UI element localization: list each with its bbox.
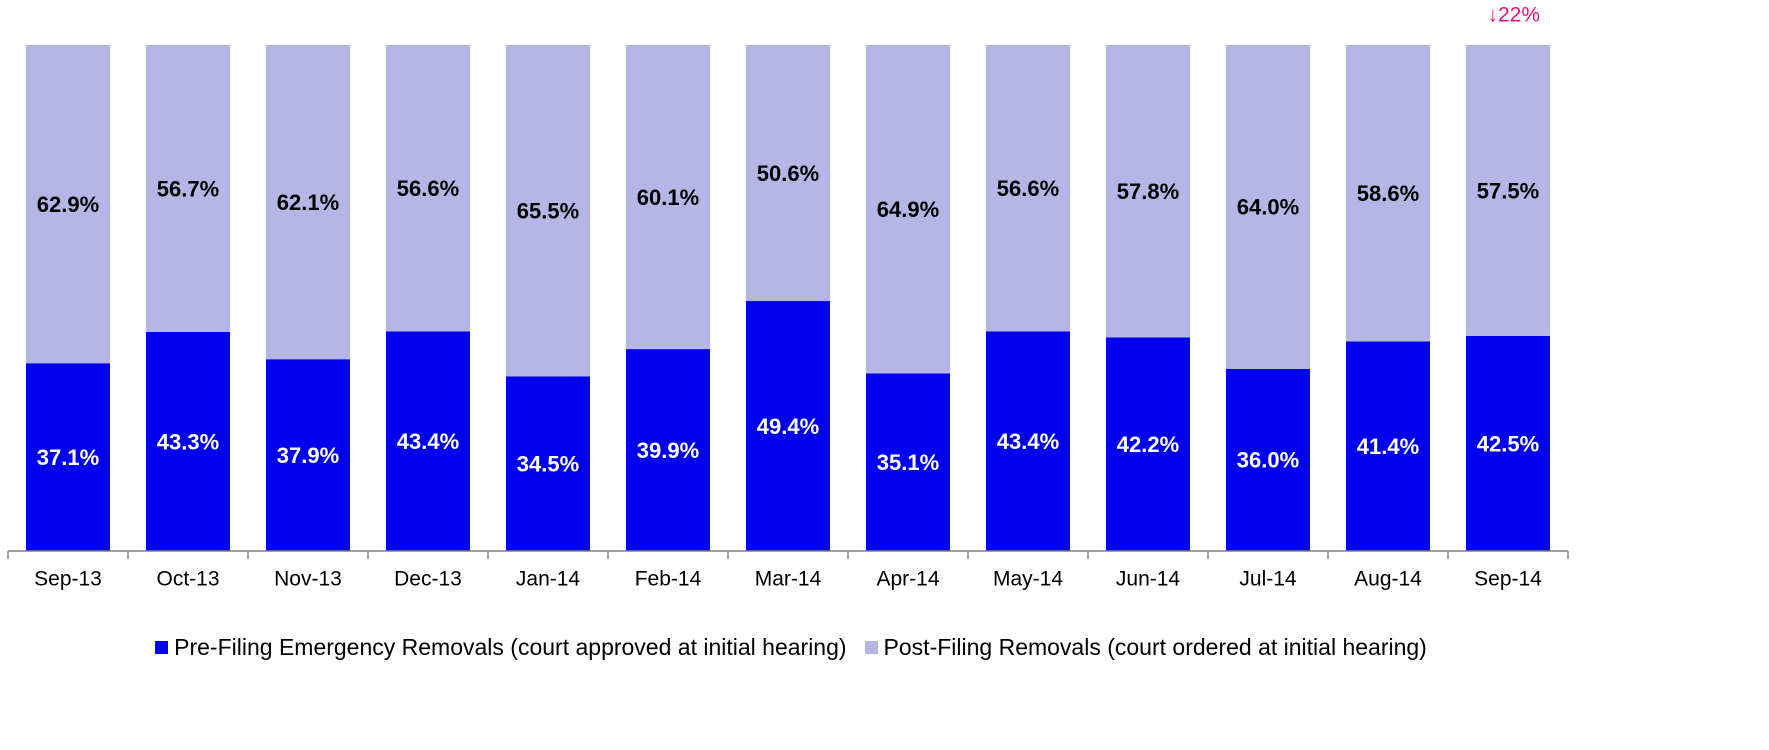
bar-segment (506, 45, 590, 377)
annotation: ↓22% (1487, 4, 1540, 27)
data-label: 37.1% (37, 445, 99, 470)
x-tick-label: Sep-14 (1474, 568, 1542, 591)
bar-segment (986, 45, 1070, 332)
data-label: 43.3% (157, 429, 219, 454)
legend-item: Pre-Filing Emergency Removals (court app… (155, 634, 847, 661)
bar-segment (1466, 45, 1550, 336)
data-label: 56.7% (157, 176, 219, 201)
data-label: 62.9% (37, 192, 99, 217)
bar-segment (506, 376, 590, 551)
x-tick-label: May-14 (993, 568, 1063, 591)
x-tick-label: Jan-14 (516, 568, 581, 591)
data-label: 65.5% (517, 199, 579, 224)
bar-segment (1226, 45, 1310, 369)
bar-segment (146, 45, 230, 332)
bar-segment (746, 301, 830, 551)
bar-segment (986, 331, 1070, 551)
data-label: 56.6% (997, 176, 1059, 201)
bar-segment (1346, 45, 1430, 342)
bar-segment (386, 45, 470, 332)
x-tick-label: Aug-14 (1354, 568, 1422, 591)
data-label: 57.8% (1117, 179, 1179, 204)
x-tick-label: Feb-14 (635, 568, 702, 591)
legend-label: Pre-Filing Emergency Removals (court app… (174, 634, 847, 660)
data-label: 42.2% (1117, 432, 1179, 457)
x-tick-label: Sep-13 (34, 568, 102, 591)
bar-segment (626, 349, 710, 551)
bar-segment (1346, 341, 1430, 551)
data-label: 62.1% (277, 190, 339, 215)
data-label: 43.4% (997, 429, 1059, 454)
x-tick-label: Dec-13 (394, 568, 462, 591)
data-label: 60.1% (637, 185, 699, 210)
data-label: 58.6% (1357, 181, 1419, 206)
bar-segment (866, 45, 950, 374)
bar-segment (1106, 337, 1190, 551)
chart: ↓22% 37.1% 62.9% Sep-13 43.3% 56.7% Oct-13 37.… (7, 4, 1569, 591)
data-label: 49.4% (757, 414, 819, 439)
bar-segment (146, 331, 230, 551)
legend-swatch (864, 641, 878, 654)
bar-segment (866, 373, 950, 551)
data-label: 57.5% (1477, 178, 1539, 203)
x-tick-label: Jul-14 (1239, 568, 1297, 591)
data-label: 42.5% (1477, 431, 1539, 456)
legend-label: Post-Filing Removals (court ordered at i… (883, 634, 1427, 660)
data-label: 39.9% (637, 438, 699, 463)
data-label: 36.0% (1237, 448, 1299, 473)
bar-segment (1106, 45, 1190, 338)
bar-segment (1466, 335, 1550, 551)
x-tick-label: Apr-14 (876, 568, 939, 591)
x-tick-label: Nov-13 (274, 568, 342, 591)
data-label: 64.9% (877, 197, 939, 222)
data-label: 37.9% (277, 443, 339, 468)
x-tick-label: Jun-14 (1116, 568, 1181, 591)
x-tick-label: Mar-14 (755, 568, 822, 591)
bar-segment (746, 45, 830, 302)
bar-segment (26, 363, 110, 551)
bar-segment (386, 331, 470, 551)
legend: Pre-Filing Emergency Removals (court app… (0, 634, 1582, 661)
data-label: 41.4% (1357, 434, 1419, 459)
bar-segment (266, 45, 350, 360)
bar-segment (26, 45, 110, 364)
bar-segment (626, 45, 710, 350)
bar-segment (266, 359, 350, 551)
bar-segment (1226, 368, 1310, 551)
data-label: 35.1% (877, 450, 939, 475)
data-label: 56.6% (397, 176, 459, 201)
x-tick-label: Oct-13 (156, 568, 219, 591)
legend-swatch (155, 641, 169, 654)
data-label: 43.4% (397, 429, 459, 454)
data-label: 64.0% (1237, 195, 1299, 220)
data-label: 34.5% (517, 452, 579, 477)
data-label: 50.6% (757, 161, 819, 186)
legend-item: Post-Filing Removals (court ordered at i… (864, 634, 1427, 661)
